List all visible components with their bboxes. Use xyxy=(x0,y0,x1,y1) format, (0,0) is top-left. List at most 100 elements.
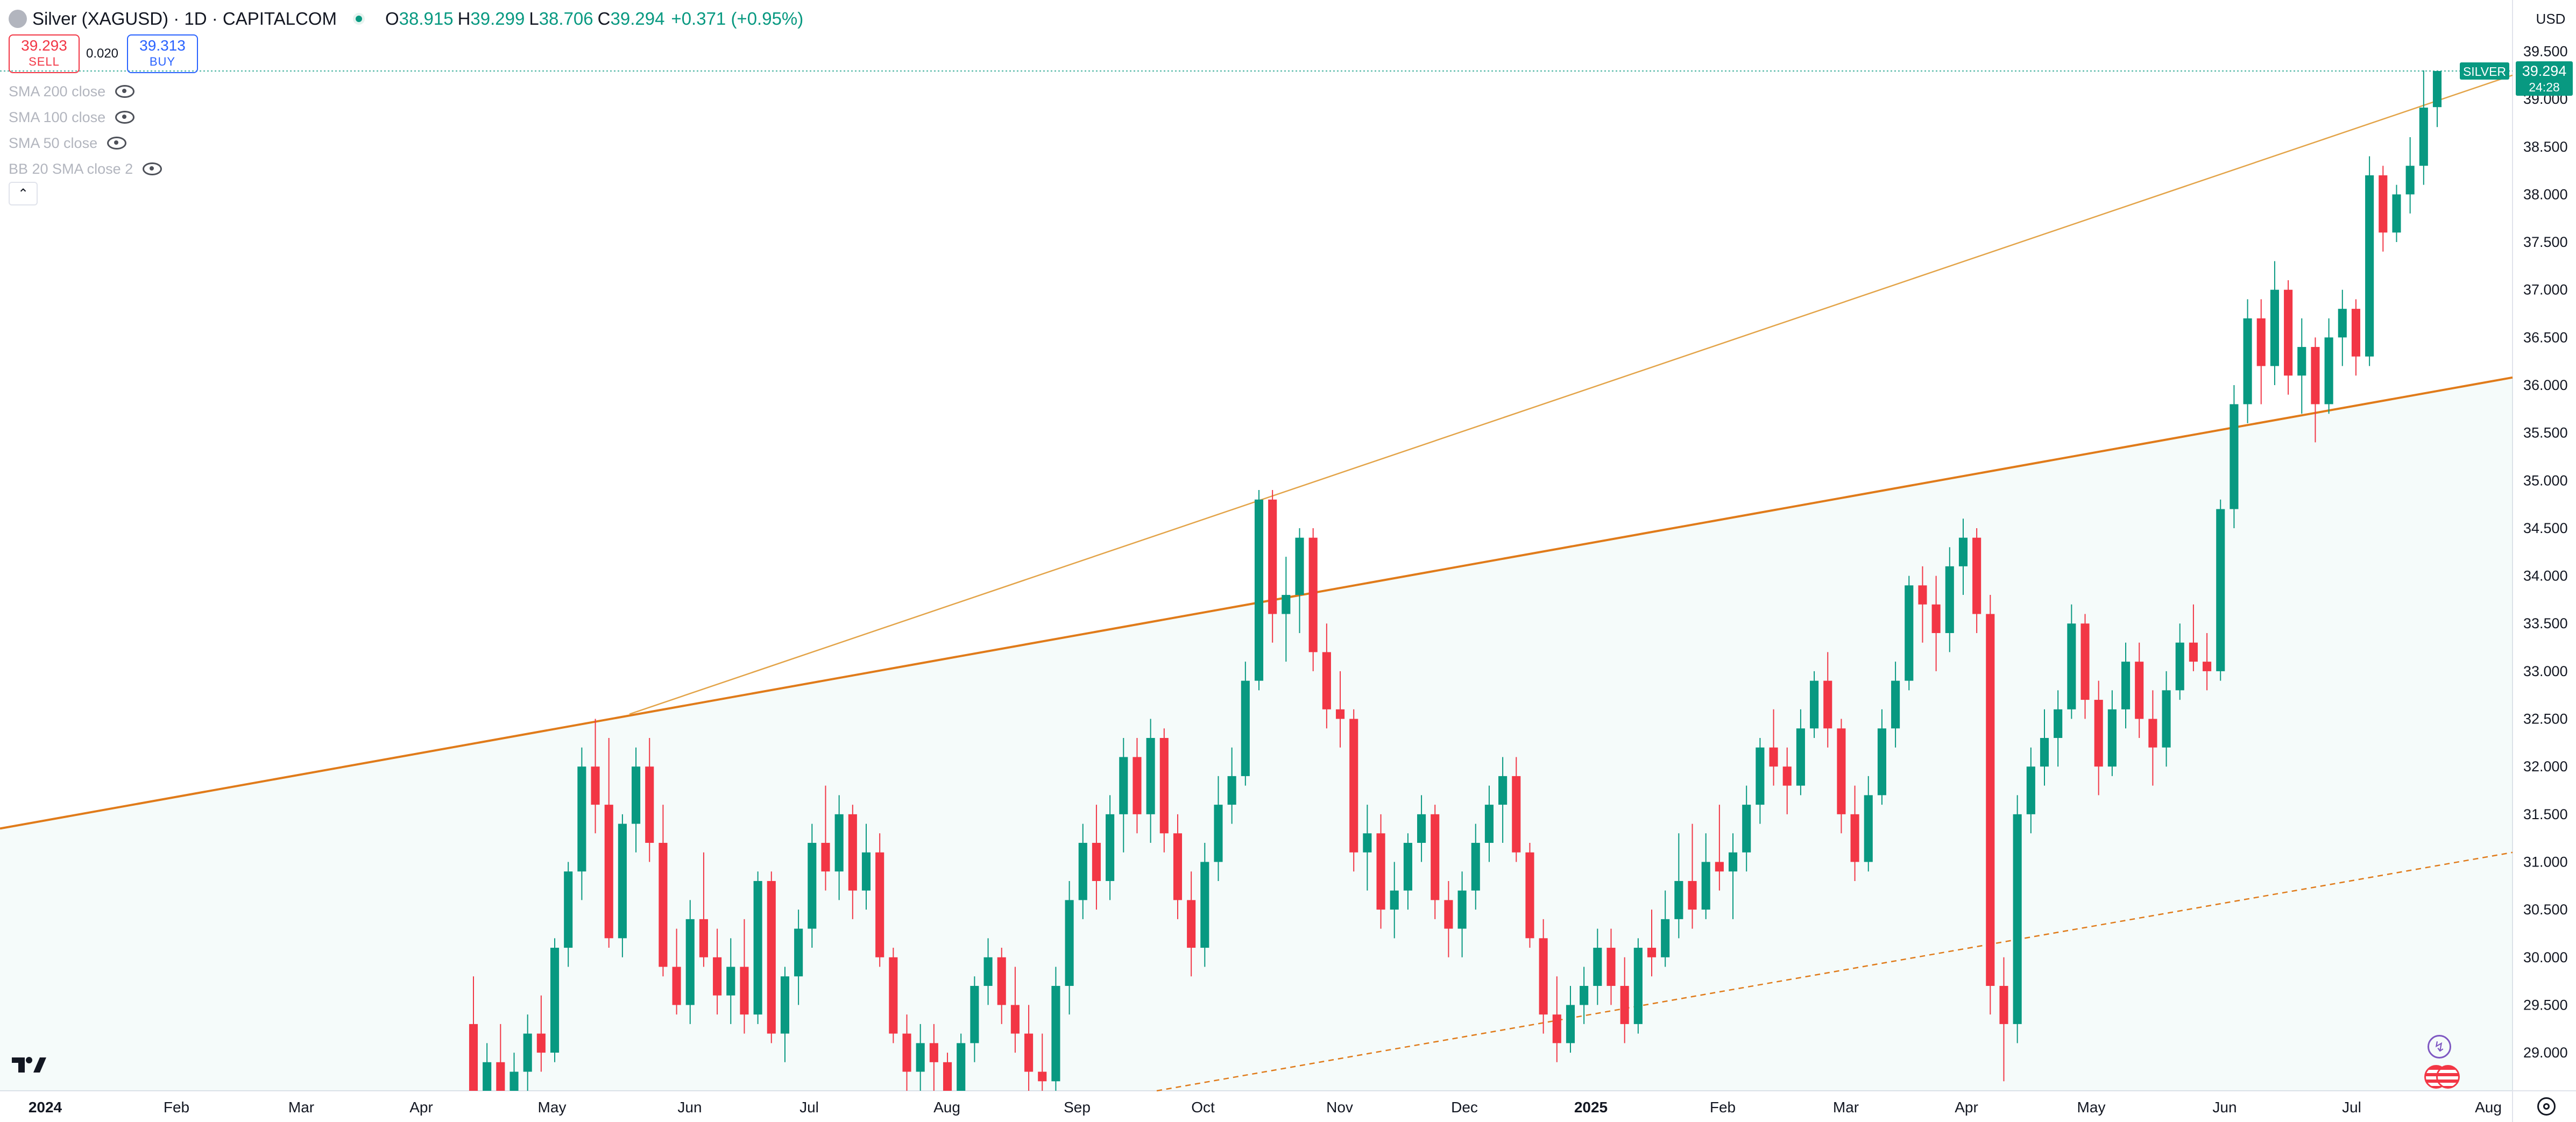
candle-body xyxy=(848,814,857,891)
silver-symbol-icon xyxy=(9,10,27,28)
candle-body xyxy=(1891,680,1900,729)
indicator-row[interactable]: SMA 200 close xyxy=(9,79,162,104)
candle-body xyxy=(2175,642,2184,691)
y-tick-label: 29.500 xyxy=(2523,997,2568,1013)
candle-body xyxy=(1688,880,1697,910)
candle-body xyxy=(1038,1071,1047,1082)
buy-label: BUY xyxy=(149,55,176,68)
lightning-icon[interactable]: ↯ xyxy=(2428,1035,2451,1059)
candle-body xyxy=(1972,537,1981,614)
eye-hidden-icon[interactable] xyxy=(115,85,135,98)
candle-body xyxy=(2311,347,2320,404)
buy-button[interactable]: 39.313 BUY xyxy=(127,34,198,73)
candle-body xyxy=(753,880,762,1015)
candle-body xyxy=(1877,728,1886,796)
candle-body xyxy=(1999,985,2008,1024)
candle-body xyxy=(1119,757,1128,814)
market-status-icon[interactable] xyxy=(352,13,365,25)
candle-body xyxy=(2351,309,2361,357)
candle-body xyxy=(699,919,708,957)
y-tick-label: 35.000 xyxy=(2523,472,2568,488)
chevron-up-icon: ⌃ xyxy=(17,186,29,201)
x-tick-label: Jul xyxy=(2342,1099,2361,1116)
eye-hidden-icon[interactable] xyxy=(143,162,162,175)
x-tick-label: Sep xyxy=(1064,1099,1091,1116)
candle-body xyxy=(1661,919,1670,957)
currency-selector[interactable]: USD xyxy=(2536,10,2566,27)
candle-body xyxy=(1525,852,1534,939)
eye-hidden-icon[interactable] xyxy=(107,137,127,150)
candle-body xyxy=(2040,738,2049,767)
tradingview-logo-icon[interactable] xyxy=(11,1054,47,1076)
candle-body xyxy=(1701,862,1710,910)
candle-body xyxy=(808,843,817,929)
candle-body xyxy=(2094,700,2103,767)
candle-body xyxy=(659,843,668,967)
candle-body xyxy=(496,1062,505,1091)
candle-body xyxy=(1810,680,1819,729)
indicator-row[interactable]: SMA 50 close xyxy=(9,130,162,156)
candle-body xyxy=(1607,948,1616,986)
open-label: O xyxy=(385,9,399,29)
candle-body xyxy=(632,766,641,824)
candle-body xyxy=(1931,604,1941,633)
y-tick-label: 37.500 xyxy=(2523,234,2568,250)
x-tick-label: Jun xyxy=(2212,1099,2237,1116)
close-value: 39.294 xyxy=(610,9,665,29)
candle-body xyxy=(2243,318,2252,404)
candle-body xyxy=(1471,843,1480,891)
settings-gear-icon[interactable] xyxy=(2537,1097,2556,1116)
candle-body xyxy=(1566,1005,1575,1043)
candle-body xyxy=(1173,833,1183,900)
candle-body xyxy=(2162,690,2171,748)
candle-body xyxy=(2284,289,2293,376)
candle-body xyxy=(1756,747,1765,805)
y-tick-label: 31.500 xyxy=(2523,806,2568,822)
candle-body xyxy=(1986,614,1995,986)
candle-body xyxy=(2324,337,2333,404)
high-label: H xyxy=(457,9,471,29)
candle-body xyxy=(1227,776,1236,805)
candle-body xyxy=(1728,852,1738,872)
candle-body xyxy=(1078,843,1087,900)
candle-body xyxy=(2270,289,2279,366)
candle-body xyxy=(2432,70,2442,108)
candle-body xyxy=(591,766,600,805)
candle-body xyxy=(1539,938,1548,1015)
x-tick-label: Aug xyxy=(933,1099,960,1116)
candle-body xyxy=(713,957,722,996)
candle-body xyxy=(1282,595,1291,614)
candle-body xyxy=(767,880,776,1034)
candle-body xyxy=(1620,985,1629,1024)
candle-body xyxy=(2203,662,2212,671)
candle-body xyxy=(902,1033,911,1072)
candle-body xyxy=(1308,537,1318,652)
x-tick-label: May xyxy=(2077,1099,2106,1116)
sell-button[interactable]: 39.293 SELL xyxy=(9,34,80,73)
indicator-row[interactable]: SMA 100 close xyxy=(9,104,162,130)
y-tick-label: 36.500 xyxy=(2523,329,2568,345)
eye-hidden-icon[interactable] xyxy=(115,111,135,124)
candle-body xyxy=(929,1043,938,1062)
candle-body xyxy=(1905,585,1914,681)
symbol-tag xyxy=(2460,62,2509,80)
candle-body xyxy=(1457,890,1467,929)
change-value: +0.371 (+0.95%) xyxy=(671,9,804,29)
x-tick-label: Feb xyxy=(1710,1099,1736,1116)
candle-body xyxy=(1376,833,1385,910)
y-tick-label: 33.000 xyxy=(2523,663,2568,679)
x-tick-label: Jun xyxy=(677,1099,702,1116)
candle-body xyxy=(1444,900,1453,929)
candle-body xyxy=(1065,900,1074,986)
us-flag-icon[interactable] xyxy=(2436,1065,2460,1089)
candle-body xyxy=(685,919,695,1005)
candle-body xyxy=(1945,566,1954,633)
collapse-legend-button[interactable]: ⌃ xyxy=(9,182,38,205)
symbol-title[interactable]: Silver (XAGUSD) · 1D · CAPITALCOM xyxy=(32,9,337,29)
y-tick-label: 30.500 xyxy=(2523,901,2568,918)
candle-body xyxy=(1796,728,1805,786)
y-tick-label: 39.500 xyxy=(2523,43,2568,59)
candle-body xyxy=(618,823,627,939)
indicator-row[interactable]: BB 20 SMA close 2 xyxy=(9,156,162,182)
